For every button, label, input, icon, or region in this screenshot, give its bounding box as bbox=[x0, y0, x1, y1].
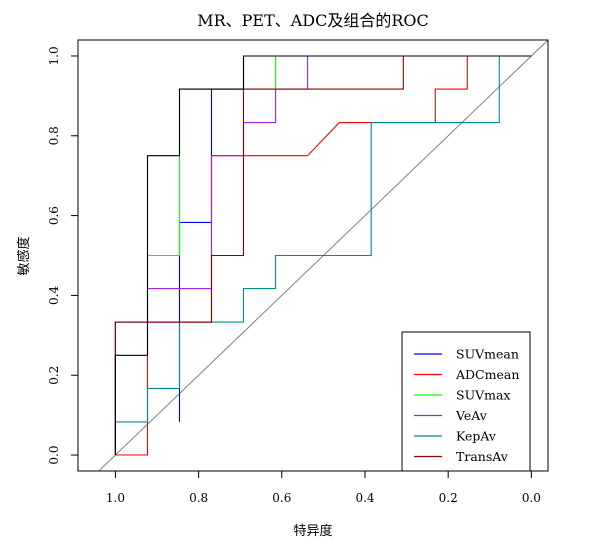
series-line-kepav bbox=[114, 55, 532, 455]
x-tick-label: 0.0 bbox=[522, 491, 541, 505]
x-axis: 1.0 0.8 0.6 0.4 0.2 0.0 bbox=[106, 470, 541, 505]
y-tick-label: 0.2 bbox=[47, 366, 61, 385]
x-axis-label: 特异度 bbox=[293, 523, 332, 539]
legend-label: SUVmax bbox=[456, 388, 510, 403]
y-axis-label: 敏感度 bbox=[16, 236, 32, 275]
diagonal-reference-line bbox=[98, 40, 548, 471]
y-tick-label: 0.6 bbox=[47, 206, 61, 225]
chart-title: MR、PET、ADC及组合的ROC bbox=[197, 11, 429, 30]
y-tick-label: 0.4 bbox=[47, 286, 61, 305]
legend-label: SUVmean bbox=[456, 347, 519, 362]
y-tick-label: 0.0 bbox=[47, 445, 61, 464]
legend-label: ADCmean bbox=[455, 367, 519, 382]
y-tick-label: 1.0 bbox=[47, 46, 61, 65]
x-tick-label: 0.8 bbox=[189, 491, 208, 505]
series-layer bbox=[114, 55, 532, 456]
series-line-combined-6 bbox=[114, 55, 532, 455]
legend-label: VeAv bbox=[455, 408, 488, 423]
y-axis: 0.0 0.2 0.4 0.6 0.8 1.0 bbox=[47, 46, 79, 465]
x-tick-label: 0.2 bbox=[439, 491, 458, 505]
x-tick-label: 1.0 bbox=[106, 491, 125, 505]
legend-label: KepAv bbox=[456, 429, 497, 444]
legend: SUVmean ADCmean SUVmax VeAv KepAv TransAv bbox=[401, 331, 531, 472]
x-tick-label: 0.6 bbox=[272, 491, 291, 505]
x-tick-label: 0.4 bbox=[355, 491, 374, 505]
legend-label: TransAv bbox=[456, 449, 509, 464]
y-tick-label: 0.8 bbox=[47, 126, 61, 145]
diagonal-reference-layer bbox=[98, 40, 548, 471]
legend-box bbox=[401, 331, 531, 472]
